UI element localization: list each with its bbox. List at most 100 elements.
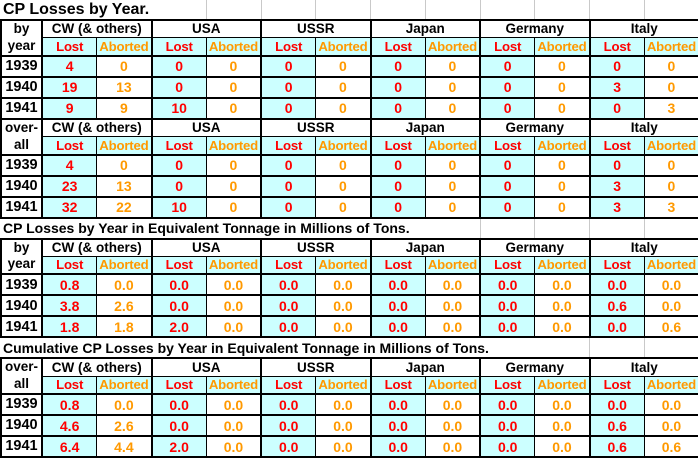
aborted-header[interactable]: Aborted xyxy=(315,255,372,276)
lost-header[interactable]: Lost xyxy=(41,37,98,57)
lost-header[interactable]: Lost xyxy=(41,255,98,276)
aborted-value-cell[interactable]: 0 xyxy=(315,174,372,198)
aborted-value-cell[interactable]: 22 xyxy=(96,195,153,219)
lost-value-cell[interactable]: 0.0 xyxy=(588,393,645,416)
aborted-value-cell[interactable]: 0 xyxy=(643,54,698,78)
column-group-header[interactable]: USSR xyxy=(260,117,372,138)
lost-value-cell[interactable]: 0.6 xyxy=(588,414,645,437)
aborted-header[interactable]: Aborted xyxy=(534,375,591,395)
lost-value-cell[interactable]: 32 xyxy=(41,195,98,219)
aborted-header[interactable]: Aborted xyxy=(205,255,262,276)
aborted-value-cell[interactable]: 0.0 xyxy=(424,294,482,318)
lost-value-cell[interactable]: 0.6 xyxy=(588,294,645,318)
lost-value-cell[interactable]: 0.0 xyxy=(260,393,317,416)
lost-value-cell[interactable]: 4.6 xyxy=(41,414,98,437)
lost-value-cell[interactable]: 3 xyxy=(588,75,645,99)
aborted-header[interactable]: Aborted xyxy=(205,37,262,57)
aborted-header[interactable]: Aborted xyxy=(315,37,372,57)
column-group-header[interactable]: Japan xyxy=(369,117,482,138)
aborted-header[interactable]: Aborted xyxy=(315,375,372,395)
lost-value-cell[interactable]: 0 xyxy=(588,153,645,177)
column-group-header[interactable]: USA xyxy=(150,19,263,39)
lost-value-cell[interactable]: 0 xyxy=(150,174,207,198)
aborted-value-cell[interactable]: 0 xyxy=(424,195,482,219)
lost-value-cell[interactable]: 0.0 xyxy=(260,294,317,318)
column-group-header[interactable]: USSR xyxy=(260,237,372,257)
aborted-value-cell[interactable]: 0 xyxy=(424,54,482,78)
lost-header[interactable]: Lost xyxy=(369,375,426,395)
column-group-header[interactable]: USA xyxy=(150,357,263,377)
lost-value-cell[interactable]: 0.0 xyxy=(260,315,317,339)
lost-value-cell[interactable]: 0.0 xyxy=(369,315,426,339)
lost-value-cell[interactable]: 0 xyxy=(150,54,207,78)
column-group-header[interactable]: Italy xyxy=(588,237,698,257)
lost-value-cell[interactable]: 0 xyxy=(369,195,426,219)
aborted-value-cell[interactable]: 0 xyxy=(205,195,263,219)
aborted-value-cell[interactable]: 0 xyxy=(534,195,591,219)
aborted-value-cell[interactable]: 0 xyxy=(315,54,372,78)
column-group-header[interactable]: Italy xyxy=(588,357,698,377)
column-group-header[interactable]: Italy xyxy=(588,117,698,138)
lost-value-cell[interactable]: 0 xyxy=(479,174,536,198)
aborted-value-cell[interactable]: 0.0 xyxy=(315,393,372,416)
aborted-value-cell[interactable]: 0.0 xyxy=(643,294,698,318)
year-label[interactable]: 1941 xyxy=(0,195,43,219)
lost-value-cell[interactable]: 0.0 xyxy=(260,414,317,437)
lost-value-cell[interactable]: 0 xyxy=(479,195,536,219)
lost-value-cell[interactable]: 0.0 xyxy=(479,393,536,416)
aborted-value-cell[interactable]: 0.0 xyxy=(534,273,591,297)
aborted-value-cell[interactable]: 4.4 xyxy=(96,435,153,458)
aborted-value-cell[interactable]: 0.0 xyxy=(205,435,263,458)
lost-value-cell[interactable]: 0.0 xyxy=(479,315,536,339)
lost-header[interactable]: Lost xyxy=(588,136,645,156)
lost-header[interactable]: Lost xyxy=(479,255,536,276)
lost-value-cell[interactable]: 6.4 xyxy=(41,435,98,458)
lost-value-cell[interactable]: 0 xyxy=(479,75,536,99)
lost-value-cell[interactable]: 0.0 xyxy=(369,414,426,437)
aborted-header[interactable]: Aborted xyxy=(205,375,262,395)
lost-value-cell[interactable]: 0 xyxy=(588,96,645,120)
lost-header[interactable]: Lost xyxy=(260,136,317,156)
column-group-header[interactable]: USSR xyxy=(260,19,372,39)
lost-value-cell[interactable]: 23 xyxy=(41,174,98,198)
aborted-value-cell[interactable]: 0 xyxy=(205,96,263,120)
aborted-value-cell[interactable]: 0.0 xyxy=(643,273,698,297)
aborted-header[interactable]: Aborted xyxy=(643,375,698,395)
lost-header[interactable]: Lost xyxy=(41,136,98,156)
aborted-header[interactable]: Aborted xyxy=(643,255,698,276)
lost-header[interactable]: Lost xyxy=(369,37,426,57)
lost-header[interactable]: Lost xyxy=(260,37,317,57)
lost-header[interactable]: Lost xyxy=(260,375,317,395)
aborted-value-cell[interactable]: 0.0 xyxy=(315,414,372,437)
lost-header[interactable]: Lost xyxy=(479,136,536,156)
aborted-header[interactable]: Aborted xyxy=(424,37,481,57)
aborted-value-cell[interactable]: 3 xyxy=(643,195,698,219)
column-group-header[interactable]: CW (& others) xyxy=(41,117,153,138)
aborted-header[interactable]: Aborted xyxy=(424,255,481,276)
lost-header[interactable]: Lost xyxy=(150,375,207,395)
aborted-value-cell[interactable]: 0 xyxy=(424,75,482,99)
lost-header[interactable]: Lost xyxy=(369,136,426,156)
lost-value-cell[interactable]: 4 xyxy=(41,153,98,177)
row-axis-label[interactable]: over-all xyxy=(0,117,43,156)
lost-value-cell[interactable]: 0.0 xyxy=(479,435,536,458)
aborted-value-cell[interactable]: 0.0 xyxy=(315,435,372,458)
aborted-value-cell[interactable]: 0 xyxy=(534,54,591,78)
lost-value-cell[interactable]: 0.0 xyxy=(588,315,645,339)
lost-value-cell[interactable]: 0.8 xyxy=(41,393,98,416)
aborted-header[interactable]: Aborted xyxy=(534,136,591,156)
column-group-header[interactable]: Germany xyxy=(479,357,591,377)
lost-header[interactable]: Lost xyxy=(150,255,207,276)
section-title[interactable]: CP Losses by Year. xyxy=(3,0,150,18)
aborted-value-cell[interactable]: 0.0 xyxy=(534,414,591,437)
lost-value-cell[interactable]: 0.0 xyxy=(479,414,536,437)
lost-header[interactable]: Lost xyxy=(150,136,207,156)
aborted-value-cell[interactable]: 2.6 xyxy=(96,414,153,437)
aborted-value-cell[interactable]: 0 xyxy=(424,174,482,198)
aborted-header[interactable]: Aborted xyxy=(205,136,262,156)
column-group-header[interactable]: Germany xyxy=(479,237,591,257)
lost-header[interactable]: Lost xyxy=(479,37,536,57)
lost-value-cell[interactable]: 0 xyxy=(479,54,536,78)
aborted-value-cell[interactable]: 0 xyxy=(643,174,698,198)
lost-value-cell[interactable]: 0 xyxy=(369,174,426,198)
